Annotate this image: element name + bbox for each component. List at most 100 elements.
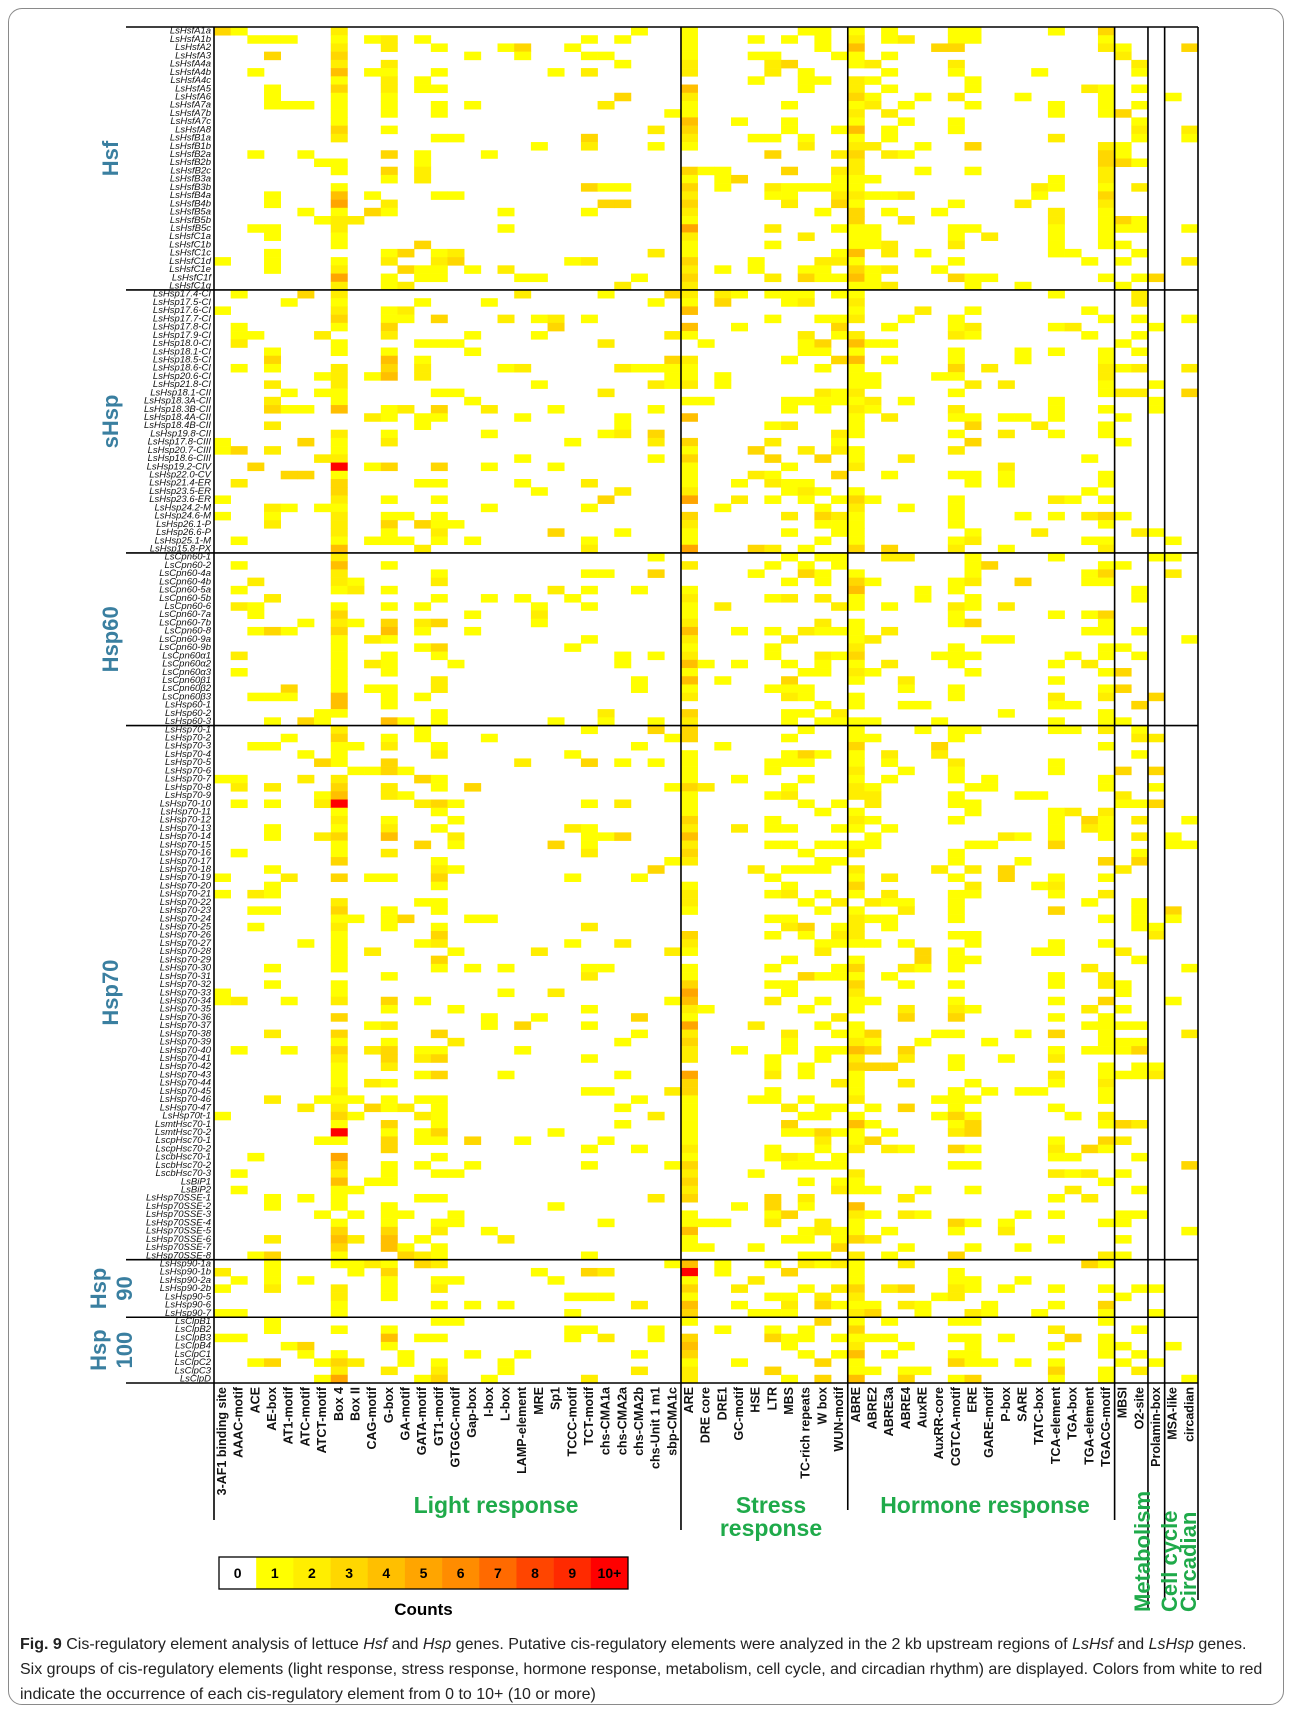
gene-label: LsHsp70-40 <box>160 1045 212 1056</box>
heatmap-cell <box>630 1366 648 1376</box>
heatmap-cell <box>280 996 298 1006</box>
heatmap-cell <box>1047 183 1065 192</box>
element-label: LAMP-element <box>515 1386 529 1474</box>
heatmap-cell <box>414 1193 432 1203</box>
heatmap-cell <box>214 495 231 504</box>
gene-label: LsHsfB4b <box>170 198 211 209</box>
heatmap-cell <box>680 232 698 241</box>
heatmap-cell <box>480 1374 498 1384</box>
heatmap-cell <box>714 676 732 685</box>
heatmap-cell <box>330 1136 348 1145</box>
heatmap-cell <box>1114 1341 1132 1351</box>
element-labels: 3-AF1 binding site AAAC-motif ACE AE-box AT1… <box>215 1386 1196 1495</box>
heatmap-cell <box>380 659 398 669</box>
heatmap-cell <box>1164 552 1182 562</box>
element-label: P-box <box>999 1387 1013 1422</box>
heatmap-cell <box>480 1013 498 1022</box>
heatmap-cell <box>614 939 632 948</box>
heatmap-cell <box>330 495 348 504</box>
heatmap-cell <box>414 174 432 184</box>
heatmap-cell <box>297 1350 315 1359</box>
heatmap-cell <box>330 298 348 307</box>
heatmap-cell <box>1014 1210 1032 1219</box>
heatmap-cell <box>764 643 782 652</box>
heatmap-cell <box>764 914 782 924</box>
heatmap-cell <box>430 133 448 143</box>
heatmap-cell <box>580 51 598 61</box>
heatmap-cell <box>330 347 348 357</box>
heatmap-cell <box>364 207 382 217</box>
heatmap-cell <box>847 848 865 858</box>
heatmap-cell <box>414 273 432 283</box>
heatmap-cell <box>214 873 231 882</box>
heatmap-cell <box>1114 1021 1132 1030</box>
heatmap-cell <box>514 363 532 373</box>
heatmap-cell <box>781 355 799 365</box>
heatmap-cell <box>914 585 932 595</box>
heatmap-cell <box>814 1300 832 1310</box>
heatmap-cell <box>330 1235 348 1244</box>
heatmap-cell <box>1131 1350 1149 1359</box>
heatmap-cell <box>1047 725 1065 735</box>
heatmap-cell <box>680 1366 698 1376</box>
heatmap-cell <box>680 437 698 447</box>
heatmap-cell <box>781 199 799 209</box>
heatmap-cell <box>764 191 782 200</box>
heatmap-cell <box>881 207 899 217</box>
heatmap-cell <box>847 1169 865 1178</box>
heatmap-cell <box>1131 1120 1149 1129</box>
heatmap-cell <box>680 668 698 677</box>
heatmap-cell <box>380 1120 398 1129</box>
heatmap-cell <box>947 405 965 414</box>
heatmap-cell <box>264 191 282 200</box>
heatmap-cell <box>1181 133 1199 143</box>
gene-label: LsHsp20.6-CI <box>153 371 211 382</box>
heatmap-cell <box>1064 322 1082 332</box>
gene-label: LsHsp70SSE-3 <box>146 1209 212 1220</box>
gene-label: LsHsp70-45 <box>160 1086 212 1097</box>
heatmap-cell <box>514 1046 532 1055</box>
heatmap-cell <box>781 100 799 110</box>
heatmap-cell <box>881 322 899 332</box>
heatmap-cell <box>847 1095 865 1104</box>
heatmap-cell <box>781 528 799 537</box>
heatmap-cell <box>764 1087 782 1096</box>
heatmap-cell <box>914 1300 932 1310</box>
heatmap-cell <box>814 618 832 628</box>
legend-tick-label: 3 <box>345 1565 353 1581</box>
heatmap-cell <box>680 166 698 176</box>
heatmap-cell <box>947 815 965 825</box>
heatmap-cell <box>964 331 982 340</box>
heatmap-cell <box>214 889 231 899</box>
heatmap-cell <box>414 1111 432 1121</box>
heatmap-cell <box>380 150 398 159</box>
heatmap-cell <box>764 824 782 833</box>
heatmap-cell <box>881 898 899 907</box>
heatmap-cell <box>864 1235 882 1244</box>
heatmap-cell <box>747 76 765 85</box>
heatmap-cell <box>947 947 965 956</box>
heatmap-cell <box>847 1062 865 1072</box>
heatmap-cell <box>881 125 899 135</box>
heatmap-cell <box>1097 1120 1115 1129</box>
heatmap-cell <box>797 865 815 874</box>
heatmap-cell <box>1097 1341 1115 1351</box>
gene-label: LsHsp70-27 <box>160 938 212 949</box>
heatmap-cell <box>847 388 865 398</box>
heatmap-cell <box>430 717 448 726</box>
heatmap-cell <box>1047 889 1065 899</box>
heatmap-cell <box>981 783 999 792</box>
heatmap-cell <box>330 552 348 562</box>
heatmap-cell <box>414 339 432 348</box>
heatmap-cell <box>1081 577 1099 587</box>
figure-caption: Fig. 9 Cis-regulatory element analysis o… <box>20 1636 1263 1703</box>
heatmap-cell <box>997 709 1015 718</box>
heatmap-cell <box>981 1358 999 1367</box>
heatmap-cell <box>447 799 465 809</box>
heatmap-cell <box>597 1087 615 1096</box>
heatmap-cell <box>1181 635 1199 644</box>
heatmap-cell <box>680 1341 698 1351</box>
heatmap-cell <box>1081 1046 1099 1055</box>
legend-tick-label: 10+ <box>598 1565 622 1581</box>
heatmap-cell <box>230 848 248 858</box>
